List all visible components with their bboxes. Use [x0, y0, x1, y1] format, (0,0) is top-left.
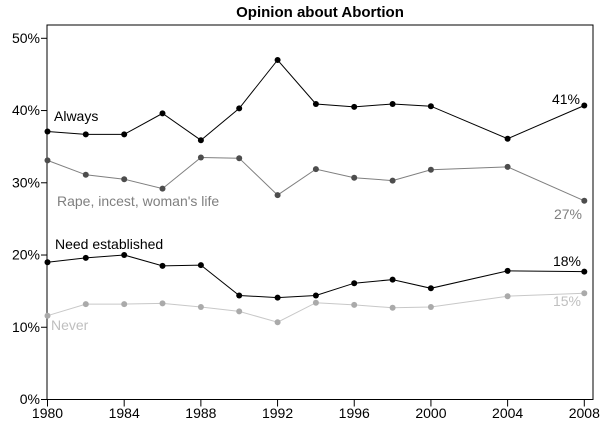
data-point	[389, 304, 396, 311]
data-point	[351, 301, 358, 308]
data-point	[389, 276, 396, 283]
x-axis-tick-label: 1992	[262, 405, 293, 421]
data-point	[159, 110, 166, 117]
data-point	[236, 292, 243, 299]
data-point	[504, 163, 511, 170]
data-point	[504, 135, 511, 142]
data-point	[351, 280, 358, 287]
data-point	[504, 267, 511, 274]
axis-ticks	[41, 37, 585, 407]
data-point	[197, 262, 204, 269]
data-point	[312, 101, 319, 107]
data-point	[581, 268, 588, 275]
data-point	[389, 177, 396, 184]
plot-area-border	[46, 24, 594, 400]
series-label-rape-incest: Rape, incest, woman's life	[57, 193, 219, 209]
chart-title: Opinion about Abortion	[236, 4, 404, 21]
data-point	[581, 290, 588, 297]
data-point	[121, 131, 128, 138]
x-axis-tick-label: 2004	[492, 405, 523, 421]
data-point	[121, 176, 128, 183]
data-point	[504, 293, 511, 300]
x-axis-tick-label: 1984	[109, 405, 140, 421]
data-point	[274, 192, 281, 199]
data-point	[159, 262, 166, 269]
y-axis-tick-label: 40%	[12, 102, 40, 118]
data-point	[427, 304, 434, 310]
data-point	[44, 312, 51, 319]
data-point	[82, 254, 89, 261]
x-axis-tick-label: 1988	[185, 405, 216, 421]
end-value-label-need-established: 18%	[553, 253, 581, 269]
data-point	[274, 57, 281, 63]
data-point	[82, 301, 89, 308]
data-point	[197, 154, 204, 161]
data-point	[82, 131, 89, 138]
x-axis-tick-label: 1996	[339, 405, 370, 421]
x-axis-tick-label: 2000	[415, 405, 446, 421]
series-group	[44, 57, 588, 326]
data-point	[312, 166, 319, 173]
series-label-need-established: Need established	[55, 236, 163, 252]
series-line	[47, 59, 585, 141]
x-axis-tick-label: 2008	[569, 405, 600, 421]
axis-tick-labels: 1980 1984 1988 1992 1996 2000 2004 2008 0% 10% 20%…	[12, 30, 600, 421]
series-line	[47, 254, 585, 299]
data-point	[121, 301, 128, 308]
data-point	[427, 166, 434, 173]
y-axis-tick-label: 10%	[12, 319, 40, 335]
end-value-label-never: 15%	[553, 293, 581, 309]
data-point	[312, 299, 319, 306]
y-axis-tick-label: 30%	[12, 174, 40, 190]
data-point	[236, 105, 243, 112]
end-value-label-rape-incest: 27%	[554, 206, 582, 222]
data-point	[351, 174, 358, 181]
data-point	[44, 259, 51, 266]
data-point	[389, 101, 396, 107]
data-point	[581, 102, 588, 109]
end-value-label-always: 41%	[552, 91, 580, 107]
data-point	[427, 103, 434, 110]
x-axis-tick-label: 1980	[32, 405, 63, 421]
data-point	[427, 285, 434, 292]
data-point	[236, 308, 243, 315]
data-point	[82, 171, 89, 178]
data-point	[44, 157, 51, 164]
y-axis-tick-label: 20%	[12, 247, 40, 263]
data-point	[274, 294, 281, 301]
data-point	[44, 128, 51, 135]
data-point	[197, 137, 204, 144]
data-point	[581, 197, 588, 204]
data-point	[312, 292, 319, 299]
data-point	[197, 304, 204, 310]
series-label-never: Never	[51, 317, 89, 333]
series-label-always: Always	[54, 108, 98, 124]
y-axis-tick-label: 50%	[12, 30, 40, 46]
data-point	[159, 185, 166, 192]
y-axis-tick-label: 0%	[20, 391, 40, 407]
data-point	[274, 319, 281, 326]
data-point	[121, 252, 128, 258]
data-point	[236, 155, 243, 162]
data-point	[159, 300, 166, 307]
data-point	[351, 103, 358, 110]
